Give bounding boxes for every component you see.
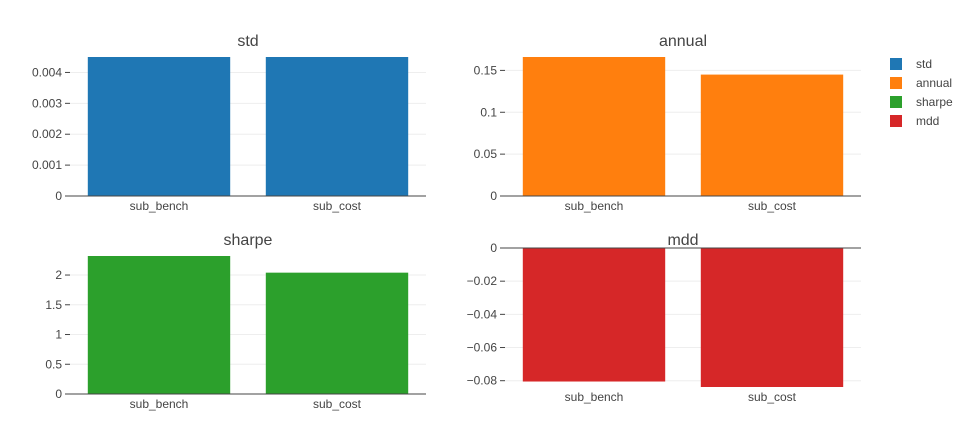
subplot-mdd: 0 −0.02 −0.04 −0.06 −0.08 sub_bench sub_cost md… [467,232,861,404]
y-tick-label: 0.003 [32,96,62,110]
x-tick-label: sub_cost [313,397,362,411]
legend-swatch [890,77,902,89]
y-tick-label: 0.1 [480,105,497,119]
legend-item-mdd[interactable]: mdd [890,114,939,128]
legend-swatch [890,96,902,108]
x-tick-label: sub_cost [748,199,797,213]
legend-label: mdd [916,114,939,128]
legend-label: sharpe [916,95,953,109]
legend-label: annual [916,76,952,90]
legend-swatch [890,115,902,127]
bar-sharpe-sub_bench[interactable] [87,256,231,394]
x-tick-label: sub_cost [748,390,797,404]
subplot-title: std [237,33,258,50]
legend-item-sharpe[interactable]: sharpe [890,95,953,109]
y-tick-label: 2 [55,268,62,282]
y-tick-label: 0.05 [474,147,498,161]
y-tick-label: 0 [55,387,62,401]
legend: std annual sharpe mdd [890,57,953,128]
y-tick-label: 0.002 [32,127,62,141]
subplot-annual: 0 0.05 0.1 0.15 sub_bench sub_cost annual [474,33,861,213]
bar-std-sub_cost[interactable] [265,57,409,196]
subplot-title: sharpe [224,232,273,249]
y-tick-label: −0.04 [467,307,498,321]
y-tick-label: 0 [55,189,62,203]
x-tick-label: sub_bench [130,199,189,213]
x-tick-label: sub_bench [565,390,624,404]
y-tick-label: −0.08 [467,374,498,388]
x-tick-label: sub_bench [130,397,189,411]
legend-label: std [916,57,932,71]
bar-mdd-sub_cost[interactable] [700,248,844,387]
y-tick-label: −0.02 [467,274,498,288]
y-tick-label: 0 [490,241,497,255]
subplot-std: 0 0.001 0.002 0.003 0.004 sub_bench sub_cost st… [32,33,426,213]
y-tick-label: 0.5 [45,357,62,371]
y-tick-label: 0 [490,189,497,203]
legend-swatch [890,58,902,70]
bar-std-sub_bench[interactable] [87,57,231,196]
x-tick-label: sub_cost [313,199,362,213]
y-tick-label: 0.004 [32,65,62,79]
subplot-title: annual [659,33,707,50]
subplot-panels: 0 0.001 0.002 0.003 0.004 sub_bench sub_cost st… [32,33,861,411]
subplot-title: mdd [667,232,698,249]
bar-annual-sub_cost[interactable] [700,74,844,196]
bar-mdd-sub_bench[interactable] [522,248,666,382]
y-tick-label: 0.15 [474,63,498,77]
subplot-sharpe: 0 0.5 1 1.5 2 sub_bench sub_cost sharpe [45,232,426,411]
legend-item-annual[interactable]: annual [890,76,952,90]
y-tick-label: −0.06 [467,341,498,355]
x-tick-label: sub_bench [565,199,624,213]
legend-item-std[interactable]: std [890,57,932,71]
y-tick-label: 1 [55,328,62,342]
bar-sharpe-sub_cost[interactable] [265,272,409,394]
bar-annual-sub_bench[interactable] [522,57,666,196]
y-tick-label: 0.001 [32,158,62,172]
y-tick-label: 1.5 [45,298,62,312]
